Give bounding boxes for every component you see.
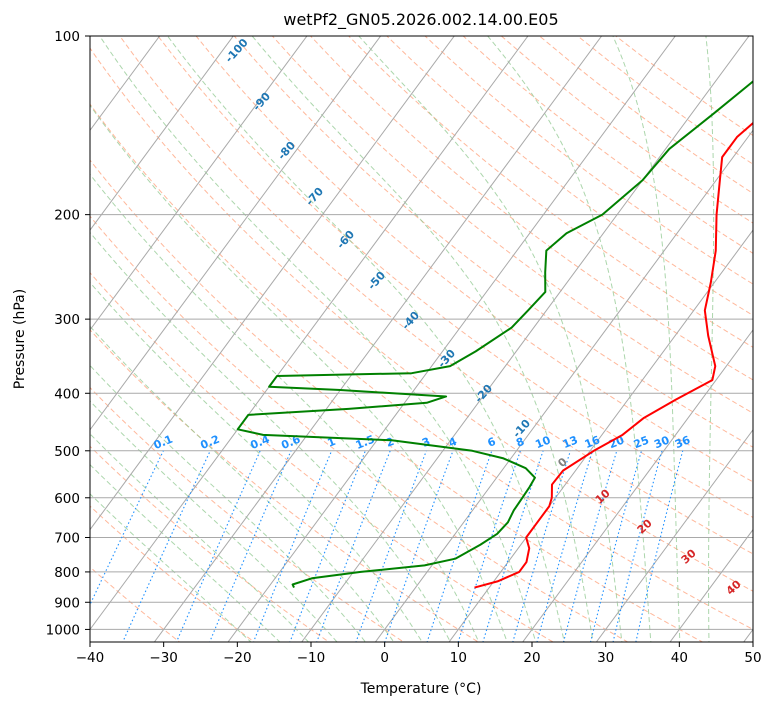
mixing-ratio-label: 3: [420, 435, 432, 450]
mixing-ratio-line: [512, 450, 571, 642]
dry-adiabat-line: [309, 36, 753, 381]
isotherm-line: [90, 36, 382, 431]
mixing-ratio-label: 25: [632, 433, 651, 451]
dry-adiabat-line: [90, 103, 753, 630]
x-tick-label: −10: [297, 650, 326, 666]
mixing-ratio-line: [209, 450, 292, 642]
mixing-ratio-label: 20: [607, 433, 626, 451]
mixing-ratio-label: 16: [583, 433, 602, 451]
isotherm-line: [669, 528, 753, 642]
y-tick-label: 100: [54, 29, 80, 45]
mixing-ratio-line: [426, 450, 493, 642]
moist-adiabat-line: [90, 231, 451, 642]
x-tick-label: 10: [450, 650, 467, 666]
dry-adiabat-line: [90, 272, 555, 642]
mixing-ratio-line: [635, 450, 684, 642]
isotherm-line: [90, 36, 455, 531]
mixing-ratio-line: [90, 450, 164, 606]
y-tick-label: 900: [54, 595, 80, 611]
dry-adiabat-line: [90, 329, 480, 642]
chart-title: wetPf2_GN05.2026.002.14.00.E05: [283, 10, 558, 30]
isotherm-line: [90, 36, 234, 231]
mixing-ratio-label: 30: [652, 433, 671, 451]
y-axis-label: Pressure (hPa): [12, 289, 28, 389]
dry-adiabat-line: [90, 47, 753, 592]
mixing-ratio-label: 36: [673, 433, 692, 451]
dry-adiabat-line: [90, 386, 405, 642]
mixing-ratio-line: [252, 450, 333, 642]
y-tick-label: 300: [54, 312, 80, 328]
x-tick-label: 50: [744, 650, 761, 666]
x-tick-label: 0: [380, 650, 389, 666]
y-tick-label: 200: [54, 208, 80, 224]
dewpoint-profile: [236, 80, 753, 588]
moist-adiabat-line: [251, 36, 594, 642]
mixing-ratio-label: 10: [533, 433, 552, 451]
moist-adiabat-line: [99, 36, 537, 642]
dry-adiabat-line: [90, 445, 330, 642]
x-tick-label: −20: [223, 650, 252, 666]
x-tick-label: −30: [149, 650, 178, 666]
mixing-ratio-label: 1: [325, 435, 337, 450]
mixing-ratio-line: [590, 450, 642, 642]
isotherm-line: [153, 36, 603, 642]
isotherm-line: [301, 36, 750, 642]
isotherm-line: [227, 36, 676, 642]
x-tick-label: 20: [523, 650, 540, 666]
mixing-ratio-line: [457, 450, 521, 642]
y-tick-label: 400: [54, 386, 80, 402]
x-tick-label: 30: [597, 650, 614, 666]
y-tick-label: 600: [54, 491, 80, 507]
x-tick-label: −40: [76, 650, 105, 666]
mixing-ratio-line: [175, 450, 261, 642]
moist-adiabat-line: [90, 173, 480, 642]
temperature-profile: [474, 121, 753, 589]
isotherm-line: [374, 129, 753, 642]
moist-adiabat-line: [90, 400, 338, 642]
y-tick-label: 1000: [46, 622, 80, 638]
x-tick-label: 40: [671, 650, 688, 666]
y-tick-label: 700: [54, 531, 80, 547]
dry-adiabat-line: [233, 36, 753, 448]
x-axis-label: Temperature (°C): [360, 681, 482, 697]
mixing-ratio-label: 8: [514, 435, 526, 450]
mixing-ratio-line: [536, 450, 594, 642]
isotherm-line: [90, 36, 529, 631]
y-tick-label: 500: [54, 444, 80, 460]
y-tick-label: 800: [54, 565, 80, 581]
isotherm-line: [90, 36, 161, 132]
dry-adiabat-line: [271, 36, 753, 414]
moist-adiabat-line: [90, 463, 281, 642]
mixing-ratio-label: 2: [384, 435, 396, 450]
mixing-ratio-line: [562, 450, 618, 642]
isotherm-line: [522, 329, 753, 642]
dry-adiabat-line: [90, 566, 181, 642]
isotherm-line: [448, 229, 753, 642]
isotherm-line: [595, 428, 753, 642]
mixing-ratio-line: [612, 450, 663, 642]
isotherm-line: [90, 36, 308, 331]
dry-adiabat-line: [90, 215, 629, 642]
plot-frame: [89, 35, 754, 643]
dry-adiabat-line: [90, 159, 704, 642]
mixing-ratio-label: 13: [561, 433, 580, 451]
